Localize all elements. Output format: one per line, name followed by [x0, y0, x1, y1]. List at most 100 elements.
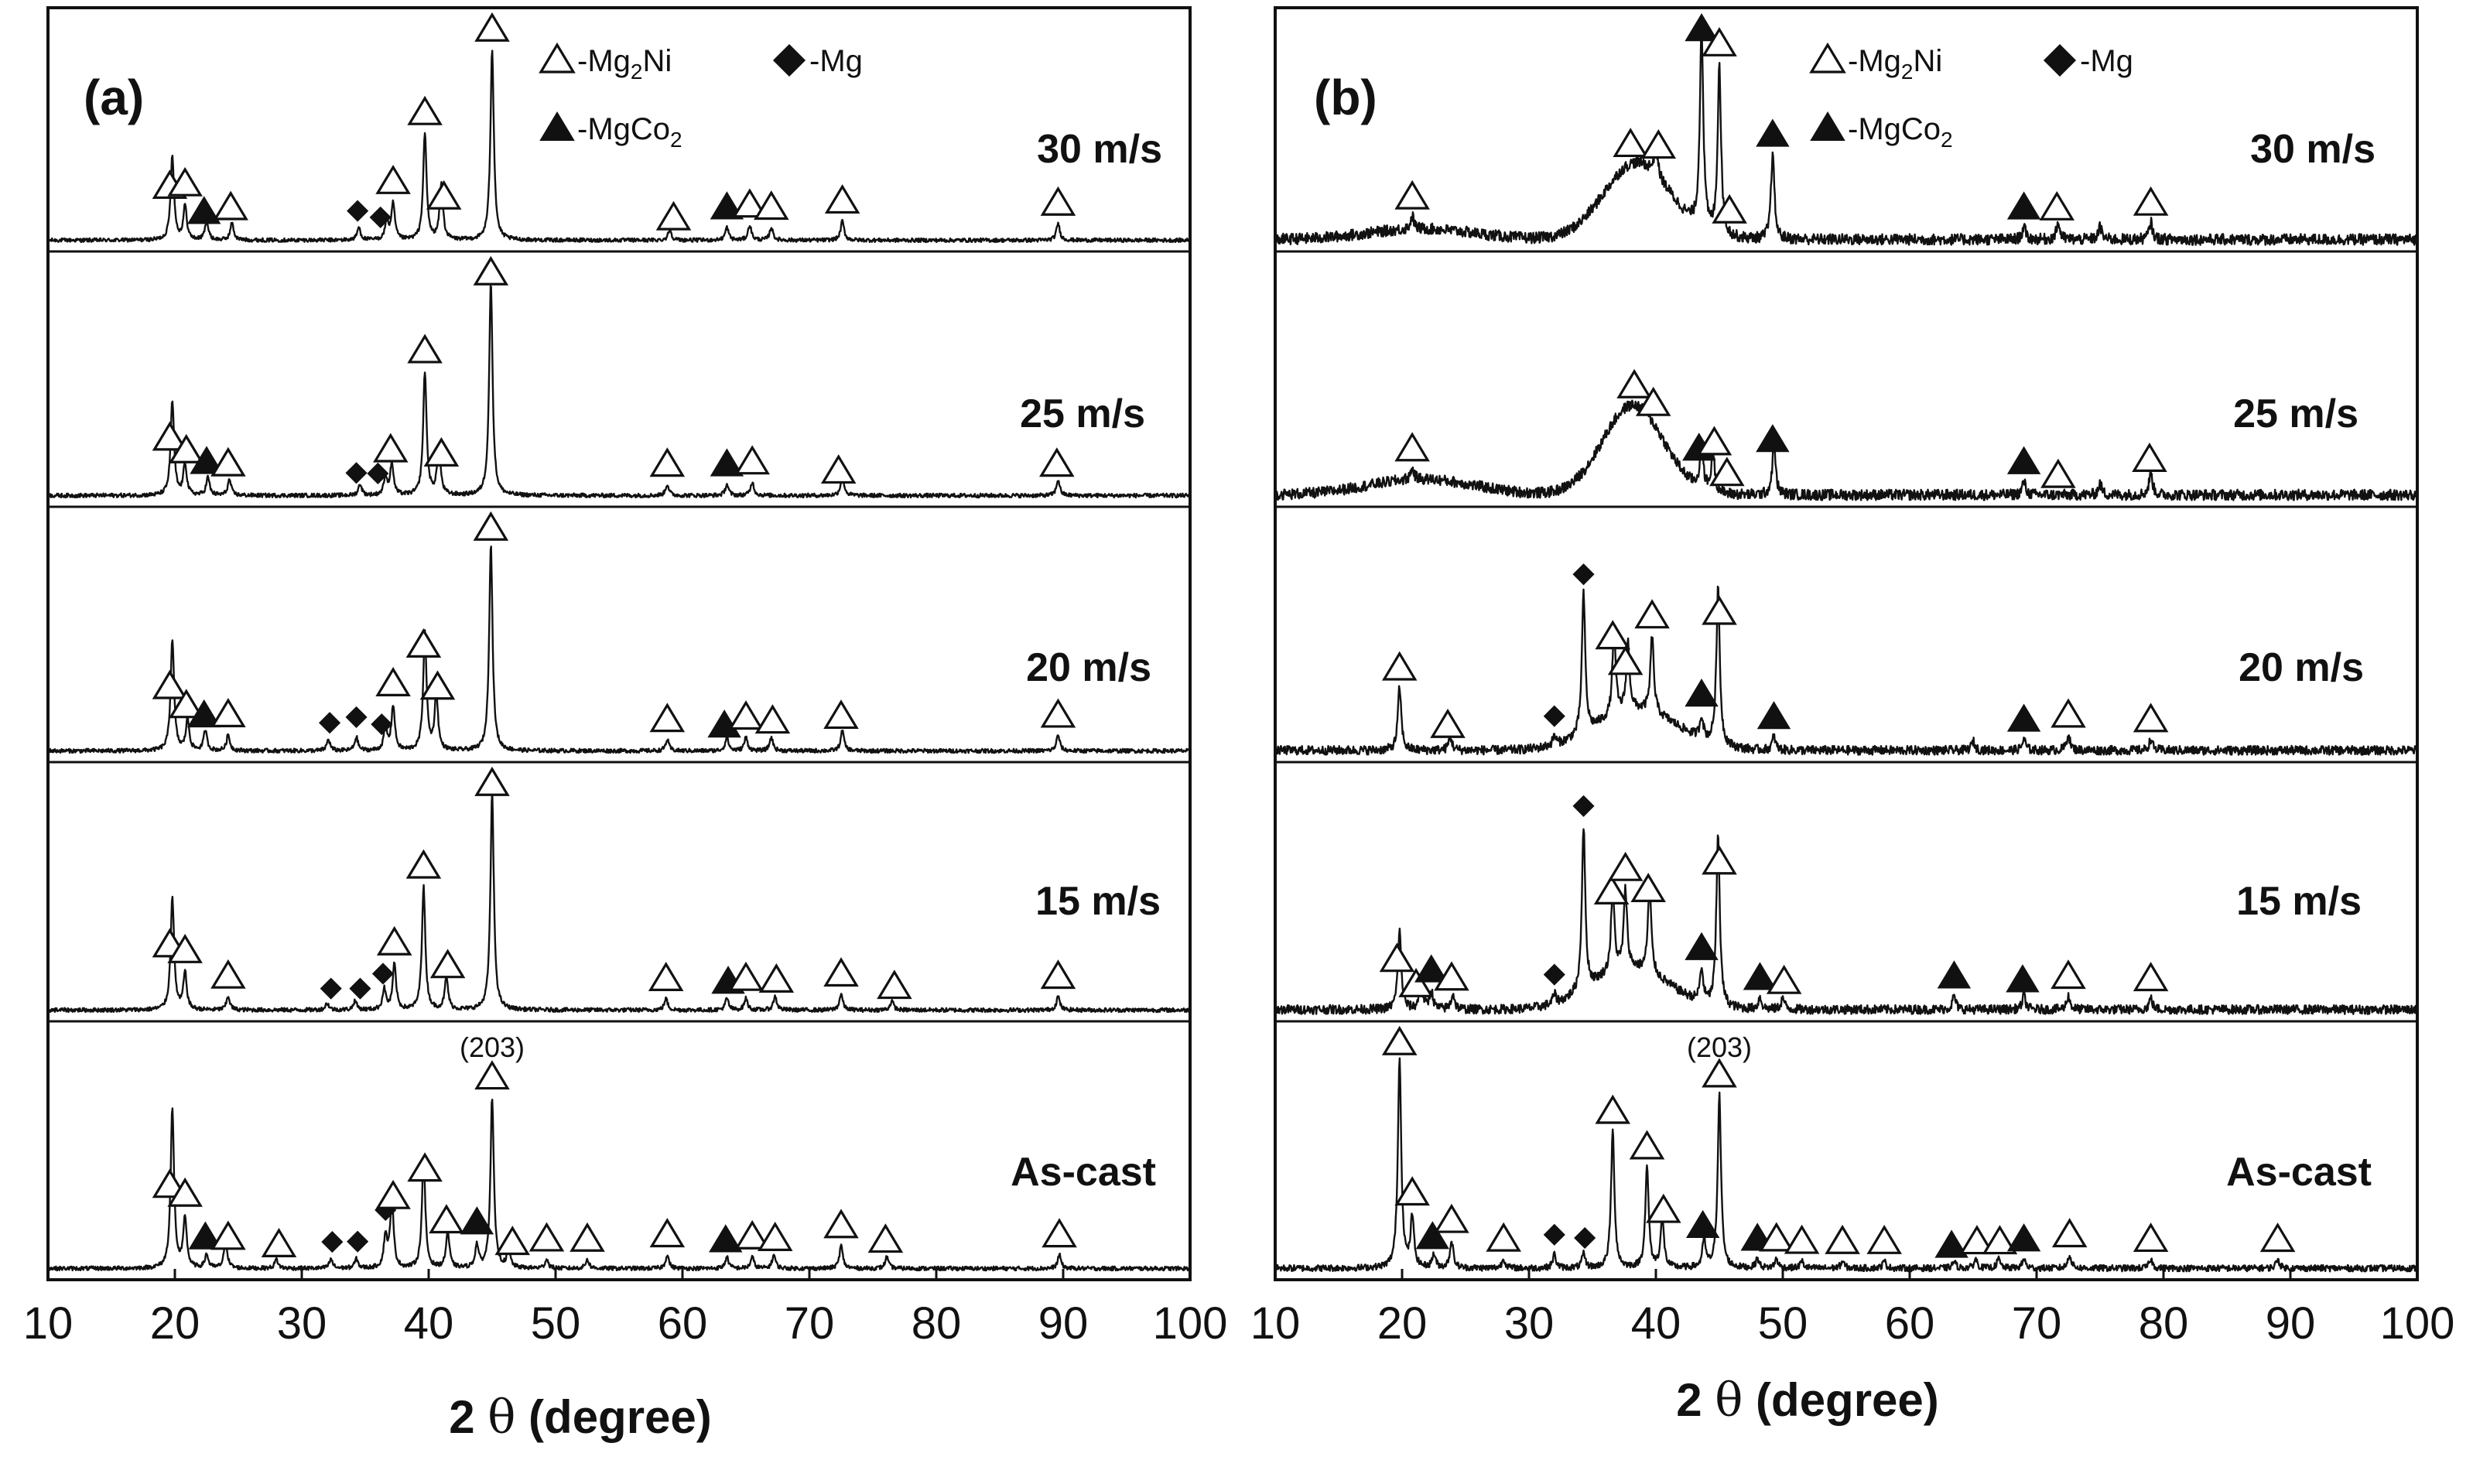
mgco2-marker — [2006, 703, 2041, 732]
mgco2-marker — [1685, 1209, 1720, 1239]
mg2ni-marker — [210, 698, 246, 727]
mg2ni-marker — [820, 454, 857, 484]
mg2ni-marker — [1759, 1222, 1794, 1252]
peak-annotation: (203) — [1687, 1031, 1752, 1063]
mg2ni-marker — [1595, 620, 1631, 650]
mg2ni-marker — [210, 446, 246, 477]
legend-symbol — [772, 43, 806, 77]
legend-item: -Mg — [2043, 43, 2133, 78]
series-label: 25 m/s — [1020, 392, 1145, 436]
mgco2-marker — [1685, 13, 1719, 42]
legend-item: -MgCo2 — [1810, 111, 1953, 152]
mg2ni-marker — [419, 670, 456, 700]
mg2ni-marker — [758, 963, 795, 993]
mg-marker — [371, 963, 395, 985]
mg2ni-marker — [261, 1227, 297, 1257]
legend-label: -MgCo2 — [1848, 112, 1953, 152]
mg2ni-marker — [649, 703, 686, 733]
plot-frame — [46, 6, 1192, 1281]
mgco2-marker — [710, 448, 744, 477]
mg-marker — [1543, 705, 1565, 727]
mg-marker — [1543, 1223, 1565, 1246]
mg2ni-marker — [570, 1222, 605, 1252]
mg2ni-marker — [167, 166, 203, 197]
mg2ni-marker — [1039, 447, 1075, 477]
mg2ni-marker — [1434, 961, 1469, 991]
mgco2-marker — [2006, 446, 2041, 474]
legend-symbol — [1809, 42, 1846, 74]
mg2ni-marker — [2039, 190, 2075, 221]
mg2ni-marker — [2133, 962, 2169, 992]
mg2ni-marker — [1825, 1224, 1860, 1254]
series-label: 30 m/s — [1037, 127, 1162, 172]
series-as-cast: As-cast (203) — [1274, 1025, 2418, 1273]
mg2ni-marker — [1040, 959, 1076, 990]
xrd-trace — [1274, 29, 2419, 246]
series-as-cast: As-cast (203) — [46, 1031, 1191, 1272]
legend-label: -Mg2Ni — [1848, 44, 1942, 84]
mg2ni-marker — [528, 1222, 565, 1252]
mg2ni-marker — [2259, 1222, 2296, 1253]
mg2ni-marker — [1394, 180, 1430, 210]
mg-marker — [367, 462, 389, 485]
mg2ni-marker — [426, 180, 462, 210]
mg2ni-marker — [823, 957, 859, 987]
mg2ni-marker — [877, 969, 912, 1000]
panel-label: (b) — [1314, 70, 1377, 125]
mgco2-marker — [1685, 679, 1719, 707]
x-tick-label: 70 — [785, 1298, 835, 1349]
mgco2-marker — [1756, 424, 1790, 453]
mg2ni-marker — [1394, 432, 1430, 462]
mg-marker — [347, 1230, 369, 1253]
mg2ni-marker — [2051, 1218, 2088, 1248]
mg2ni-marker — [494, 1226, 531, 1256]
mg2ni-marker — [655, 200, 692, 231]
mg-marker — [345, 706, 368, 728]
mg-marker — [1572, 563, 1595, 586]
mg2ni-marker — [210, 959, 246, 989]
mgco2-marker — [1756, 118, 1790, 147]
mg-marker — [347, 200, 369, 222]
mg2ni-marker — [474, 766, 510, 796]
x-axis-title: 2 θ (degree) — [449, 1390, 712, 1445]
mgco2-marker — [709, 1224, 743, 1253]
series-label: 15 m/s — [1035, 879, 1161, 924]
xrd-trace — [46, 545, 1191, 754]
legend-label: -Mg2Ni — [577, 44, 672, 84]
mg2ni-marker — [728, 961, 764, 991]
series-label: 30 m/s — [2250, 127, 2376, 172]
mg-marker — [1543, 963, 1565, 986]
xrd-trace — [1274, 828, 2419, 1015]
legend-symbol — [539, 42, 576, 74]
mg2ni-marker — [2051, 698, 2086, 728]
x-tick-label: 30 — [1504, 1298, 1555, 1349]
mgco2-marker — [1415, 1221, 1450, 1250]
series-30-m-s: 30 m/s — [1274, 13, 2419, 246]
x-tick-label: 50 — [1758, 1298, 1808, 1349]
series-15-m-s: 15 m/s — [47, 766, 1191, 1014]
x-tick-label: 30 — [277, 1298, 327, 1349]
mg2ni-marker — [1640, 129, 1677, 159]
mg2ni-marker — [1042, 1218, 1077, 1248]
mg2ni-marker — [405, 849, 442, 879]
mg2ni-marker — [1379, 942, 1415, 973]
mg2ni-marker — [2133, 186, 2169, 216]
mg2ni-marker — [1982, 1225, 2018, 1255]
mg2ni-marker — [375, 666, 411, 696]
series-label: As-cast — [2226, 1150, 2372, 1195]
legend-symbol — [539, 111, 575, 141]
x-tick-label: 10 — [23, 1298, 74, 1349]
x-tick-label: 50 — [531, 1298, 581, 1349]
x-tick-label: 40 — [1631, 1298, 1681, 1349]
mg2ni-marker — [407, 95, 443, 125]
mg2ni-marker — [473, 255, 509, 286]
mg2ni-marker — [2051, 959, 2086, 990]
mg2ni-marker — [1630, 873, 1666, 902]
mg2ni-marker — [210, 1220, 246, 1250]
mg2ni-marker — [1381, 1025, 1418, 1055]
mg2ni-marker — [168, 689, 204, 719]
mg2ni-marker — [1607, 851, 1644, 881]
panel-a: (a) -Mg2Ni -Mg -MgCo2 10 20 30 40 50 60 70 80 90 100 2… — [23, 6, 1227, 1445]
x-tick-label: 20 — [1377, 1298, 1428, 1349]
mg2ni-marker — [167, 1177, 203, 1207]
